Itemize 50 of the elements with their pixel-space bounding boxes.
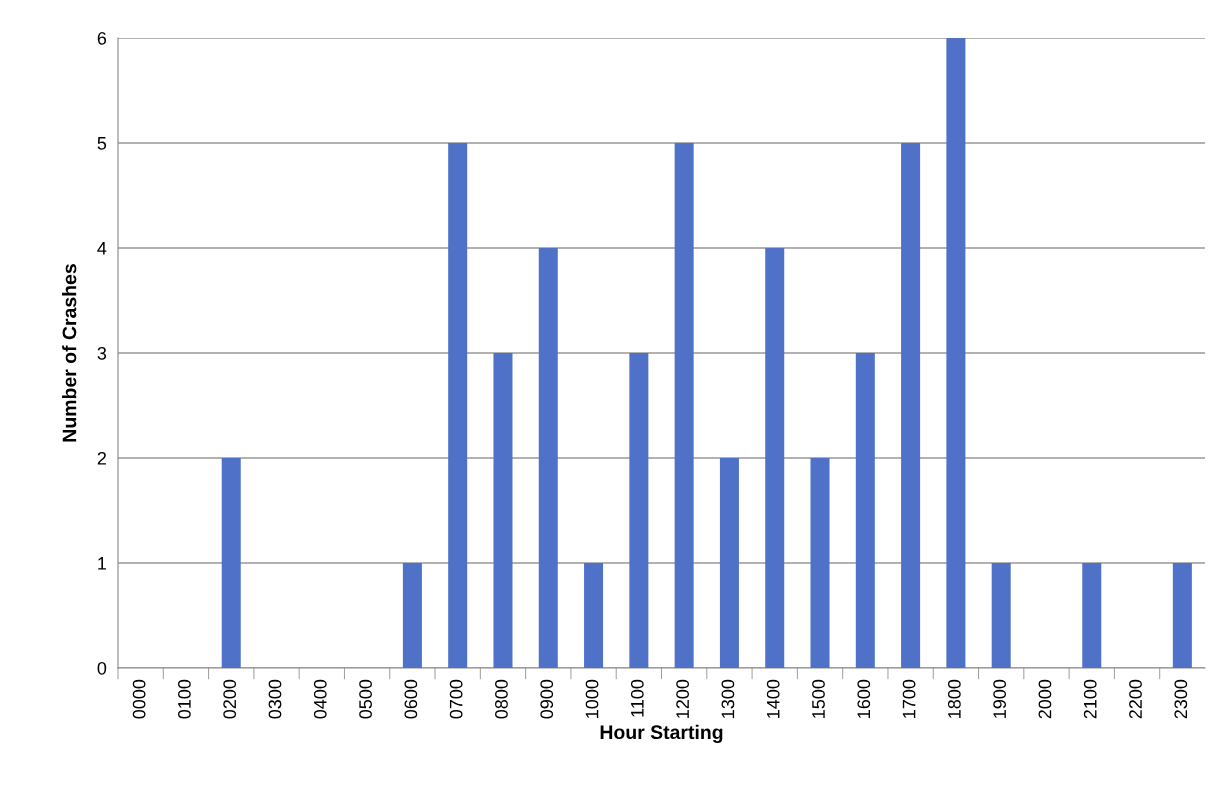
x-tick-label: 0000 [132,679,146,719]
y-tick-label: 1 [98,557,107,570]
x-tick-label: 2100 [1083,679,1097,719]
y-tick-label: 4 [97,242,107,255]
bar [765,248,785,668]
y-tick-label: 2 [97,451,106,465]
bar [855,353,875,668]
bar [946,38,966,668]
x-tick-label: 2300 [1174,679,1188,719]
x-tick-label: 1200 [676,679,689,718]
y-axis-title: Number of Crashes [62,264,77,442]
x-tick-label: 0400 [313,679,327,719]
bar [901,143,921,668]
y-tick-label: 3 [97,346,107,360]
bar [221,458,241,668]
x-tick-label: 0100 [178,679,191,719]
x-tick-label: 2200 [1129,679,1142,719]
bar [991,563,1011,668]
bar [810,458,830,668]
bar [493,353,513,668]
bar [674,143,694,668]
x-tick-label: 1000 [585,679,599,718]
y-tick-label: 5 [97,137,107,150]
x-tick-label: 1600 [857,679,871,718]
x-tick-label: 1900 [993,679,1007,718]
bar [719,458,739,668]
x-tick-label: 1500 [812,679,825,718]
x-axis-title: Hour Starting [600,724,723,744]
bar [1172,563,1192,668]
x-tick-label: 1700 [902,679,916,718]
y-tick-label: 6 [97,31,107,45]
x-tick-label: 1800 [947,679,961,718]
x-tick-label: 2000 [1038,679,1052,719]
x-tick-label: 0300 [268,679,282,719]
x-tick-label: 0600 [404,679,418,719]
x-tick-label: 0200 [223,679,237,719]
bar [1082,563,1102,668]
y-tick-label: 0 [97,661,107,675]
x-tick-label: 1400 [766,679,780,718]
bar [448,143,468,668]
bar [538,248,558,668]
bar [629,353,649,668]
bar [584,563,604,668]
x-tick-label: 0900 [540,679,554,719]
x-tick-label: 0500 [359,679,372,719]
bar [402,563,422,668]
x-tick-label: 0700 [449,679,463,719]
x-tick-label: 0800 [495,679,508,719]
x-tick-label: 1300 [721,679,735,718]
x-tick-label: 1100 [630,679,644,717]
